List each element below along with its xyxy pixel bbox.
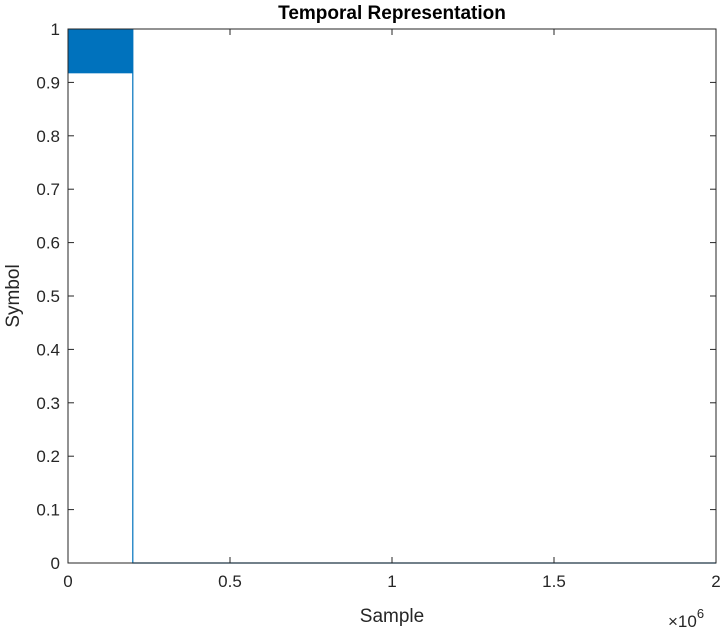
y-tick-label: 0.3 — [36, 394, 60, 413]
y-tick-label: 1 — [51, 20, 60, 39]
y-tick-label: 0 — [51, 554, 60, 573]
series-0-dense-band — [68, 29, 133, 74]
x-axis-title: Sample — [360, 606, 424, 627]
x-tick-label: 0.5 — [218, 572, 242, 591]
chart-title: Temporal Representation — [278, 3, 506, 24]
y-axis-title: Symbol — [3, 264, 24, 327]
x-tick-label: 1.5 — [542, 572, 566, 591]
x-tick-label: 0 — [63, 572, 72, 591]
plot-area-background — [68, 29, 716, 563]
y-tick-label: 0.1 — [36, 501, 60, 520]
x-axis-exponent: ×106 — [668, 606, 704, 630]
tick-layer: 0 0.5 1 1.5 2 0 0.1 0.2 0.3 0.4 0.5 0.6 0.7 0.8 0.9 1 — [36, 20, 720, 591]
y-tick-label: 0.6 — [36, 234, 60, 253]
x-axis-exponent-power: 6 — [697, 606, 704, 621]
y-tick-label: 0.4 — [36, 340, 60, 359]
y-tick-label: 0.7 — [36, 180, 60, 199]
x-tick-label: 1 — [387, 572, 396, 591]
x-tick-label: 2 — [711, 572, 720, 591]
x-axis-exponent-base: ×10 — [668, 612, 697, 630]
y-tick-label: 0.5 — [36, 287, 60, 306]
y-tick-label: 0.8 — [36, 127, 60, 146]
y-tick-label: 0.9 — [36, 73, 60, 92]
y-tick-label: 0.2 — [36, 447, 60, 466]
